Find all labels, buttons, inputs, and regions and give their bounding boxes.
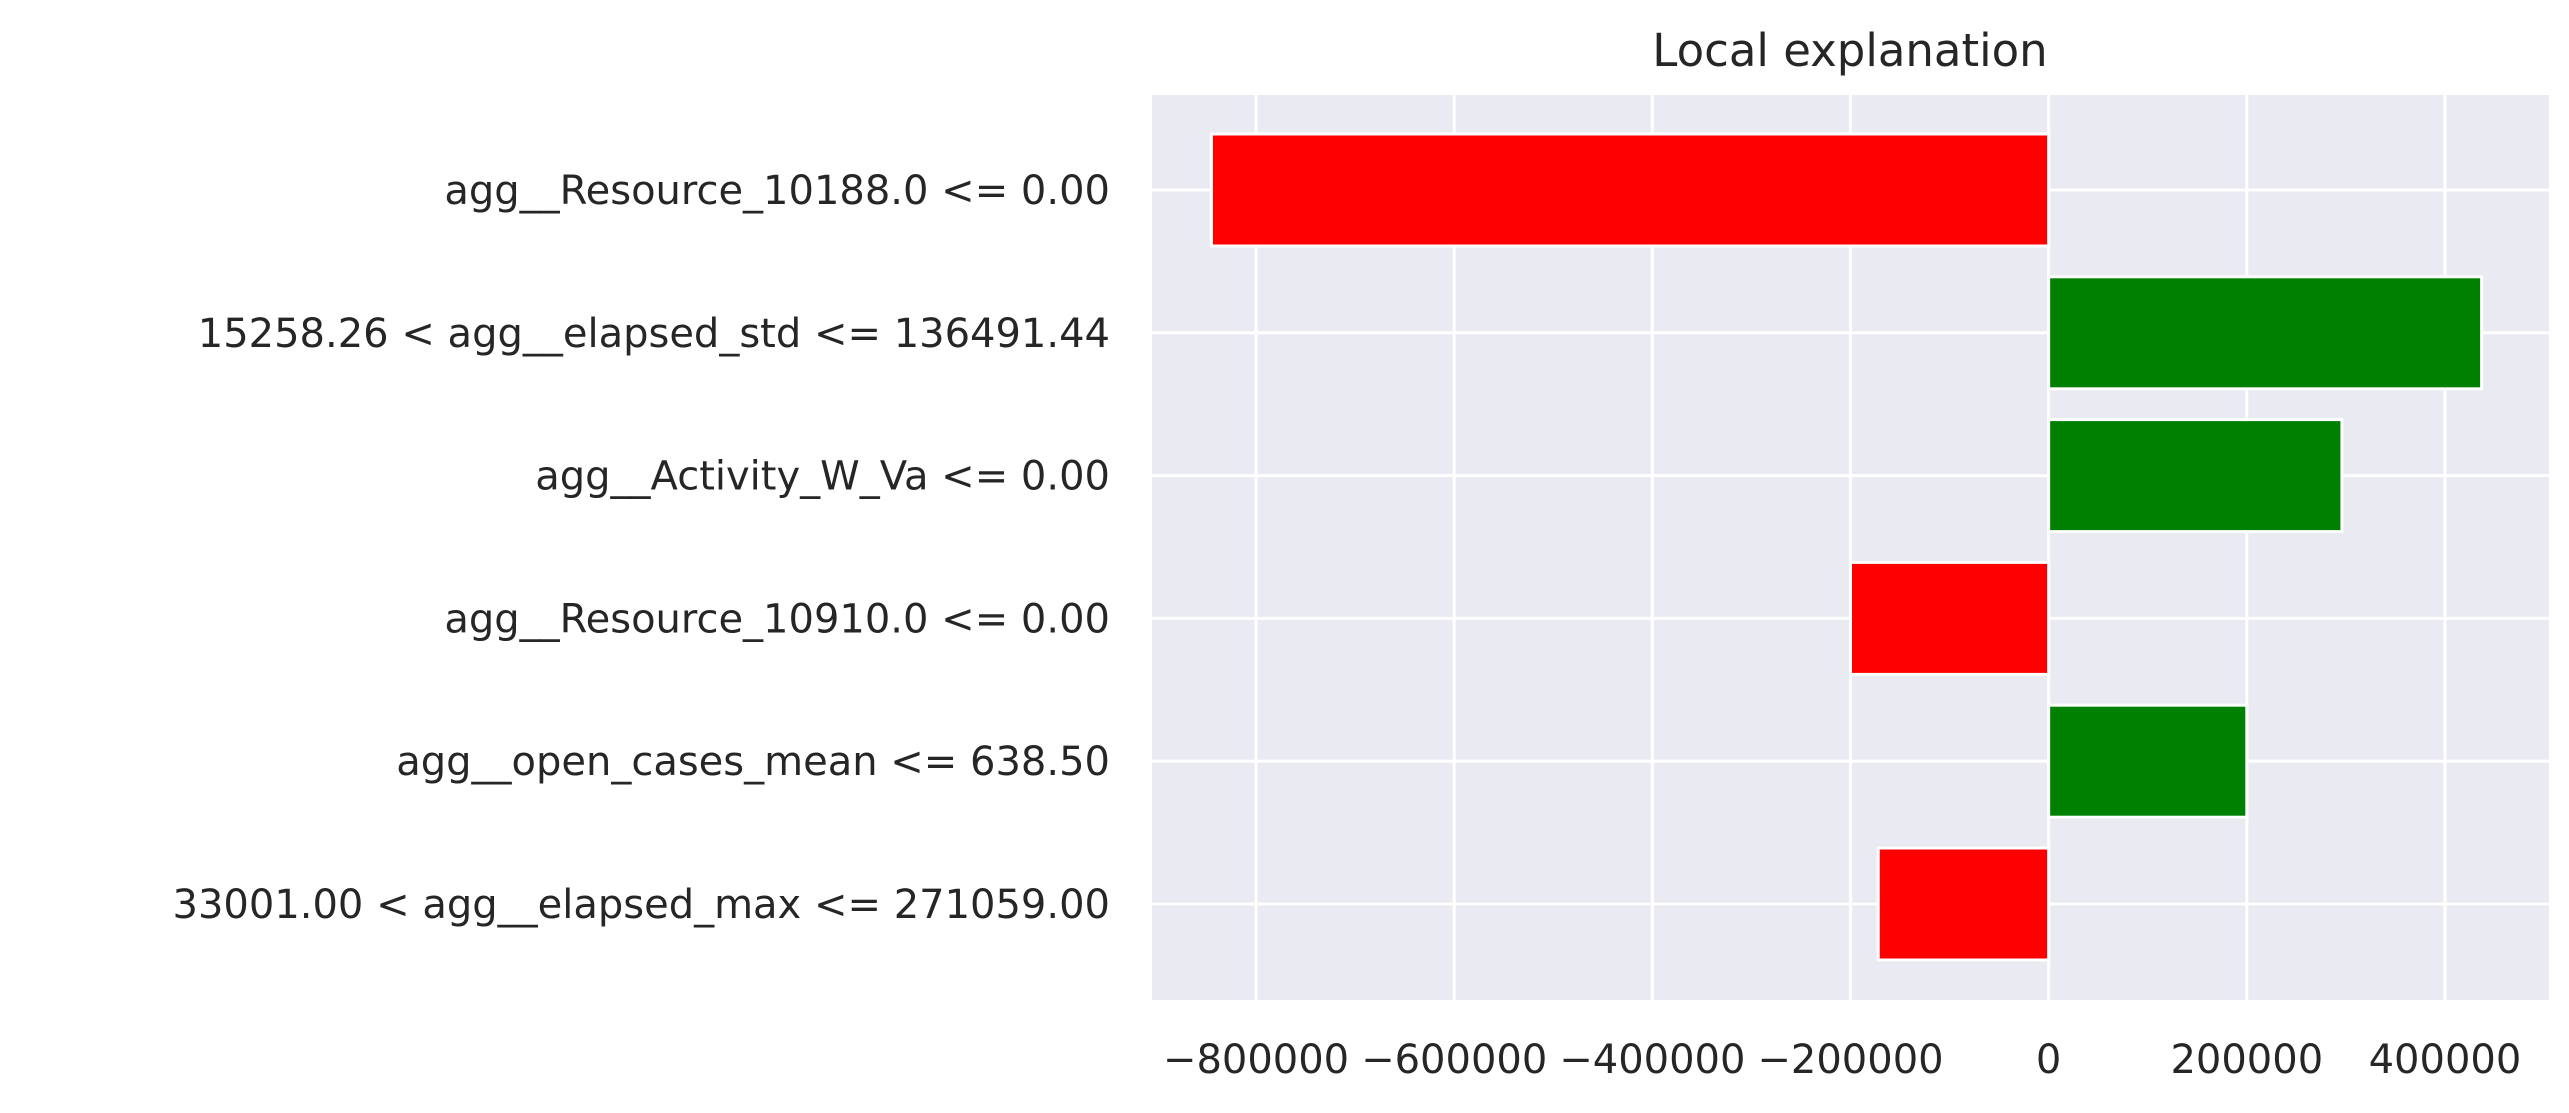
bars [1209,132,2484,962]
x-tick-label: −200000 [1757,1037,1943,1083]
category-label: agg__Resource_10188.0 <= 0.00 [444,168,1110,214]
category-label: 15258.26 < agg__elapsed_std <= 136491.44 [198,311,1110,357]
x-tick-label: 0 [2036,1037,2061,1083]
bar [1209,132,2051,248]
x-tick-label: 200000 [2170,1037,2323,1083]
x-tick-label: −600000 [1361,1037,1547,1083]
x-axis-tick-labels: −800000 −600000 −400000 −200000 0 200000 40000… [1163,1037,2521,1083]
x-tick-label: −400000 [1559,1037,1745,1083]
category-label: agg__Activity_W_Va <= 0.00 [535,454,1110,500]
bar [1849,560,2051,676]
chart-title: Local explanation [1652,24,2047,77]
x-tick-label: 400000 [2369,1037,2522,1083]
bar [2047,418,2344,534]
bar [1876,846,2051,962]
bar [2047,703,2249,819]
category-label: agg__open_cases_mean <= 638.50 [396,739,1110,785]
category-labels: agg__Resource_10188.0 <= 0.00 15258.26 < … [173,168,1110,928]
x-tick-label: −800000 [1163,1037,1349,1083]
category-label: agg__Resource_10910.0 <= 0.00 [444,596,1110,642]
category-label: 33001.00 < agg__elapsed_max <= 271059.00 [173,882,1110,928]
bar [2047,275,2484,391]
